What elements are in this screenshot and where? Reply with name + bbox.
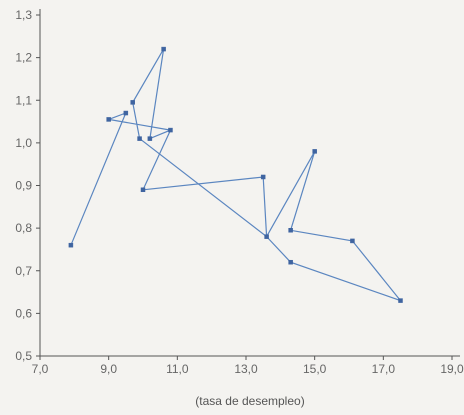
x-axis: 7,0 9,0 11,0 13,0 15,0 17,0 19,0 (32, 355, 464, 376)
x-tick-label: 11,0 (166, 362, 189, 376)
y-tick-label: 0,8 (15, 221, 32, 235)
y-tick-label: 1,3 (15, 8, 32, 22)
data-point (130, 100, 135, 105)
x-tick-label: 17,0 (372, 362, 396, 376)
data-point (264, 234, 269, 239)
data-point (260, 174, 266, 180)
data-point (68, 242, 74, 248)
y-tick-label: 0,7 (15, 264, 32, 278)
series-line-2 (266, 151, 403, 302)
data-point (288, 259, 293, 265)
x-tick-label: 13,0 (234, 362, 258, 376)
x-tick-label: 19,0 (440, 362, 464, 376)
x-tick-label: 9,0 (100, 362, 117, 376)
plot-area (68, 46, 403, 303)
y-tick-label: 1,0 (15, 136, 32, 150)
y-tick-label: 1,1 (15, 93, 32, 107)
data-point (137, 136, 142, 141)
y-axis: 0,5 0,6 0,7 0,8 0,9 1,0 1,1 1,2 1,3 (15, 8, 41, 363)
data-point (350, 238, 355, 244)
y-tick-label: 0,5 (15, 349, 32, 363)
data-point (140, 187, 146, 193)
data-point (168, 127, 173, 133)
data-point (123, 110, 129, 116)
data-point (312, 149, 317, 154)
x-tick-label: 15,0 (303, 362, 327, 376)
x-axis-title: (tasa de desempleo) (195, 394, 304, 408)
data-point (398, 298, 403, 303)
data-point (147, 136, 153, 141)
data-point (106, 117, 111, 122)
y-tick-label: 0,6 (15, 306, 32, 320)
data-point (288, 228, 293, 233)
y-tick-label: 1,2 (15, 51, 32, 65)
data-point (161, 46, 166, 52)
y-tick-label: 0,9 (15, 179, 32, 193)
x-tick-label: 7,0 (32, 362, 49, 376)
series-line-1 (70, 48, 268, 246)
